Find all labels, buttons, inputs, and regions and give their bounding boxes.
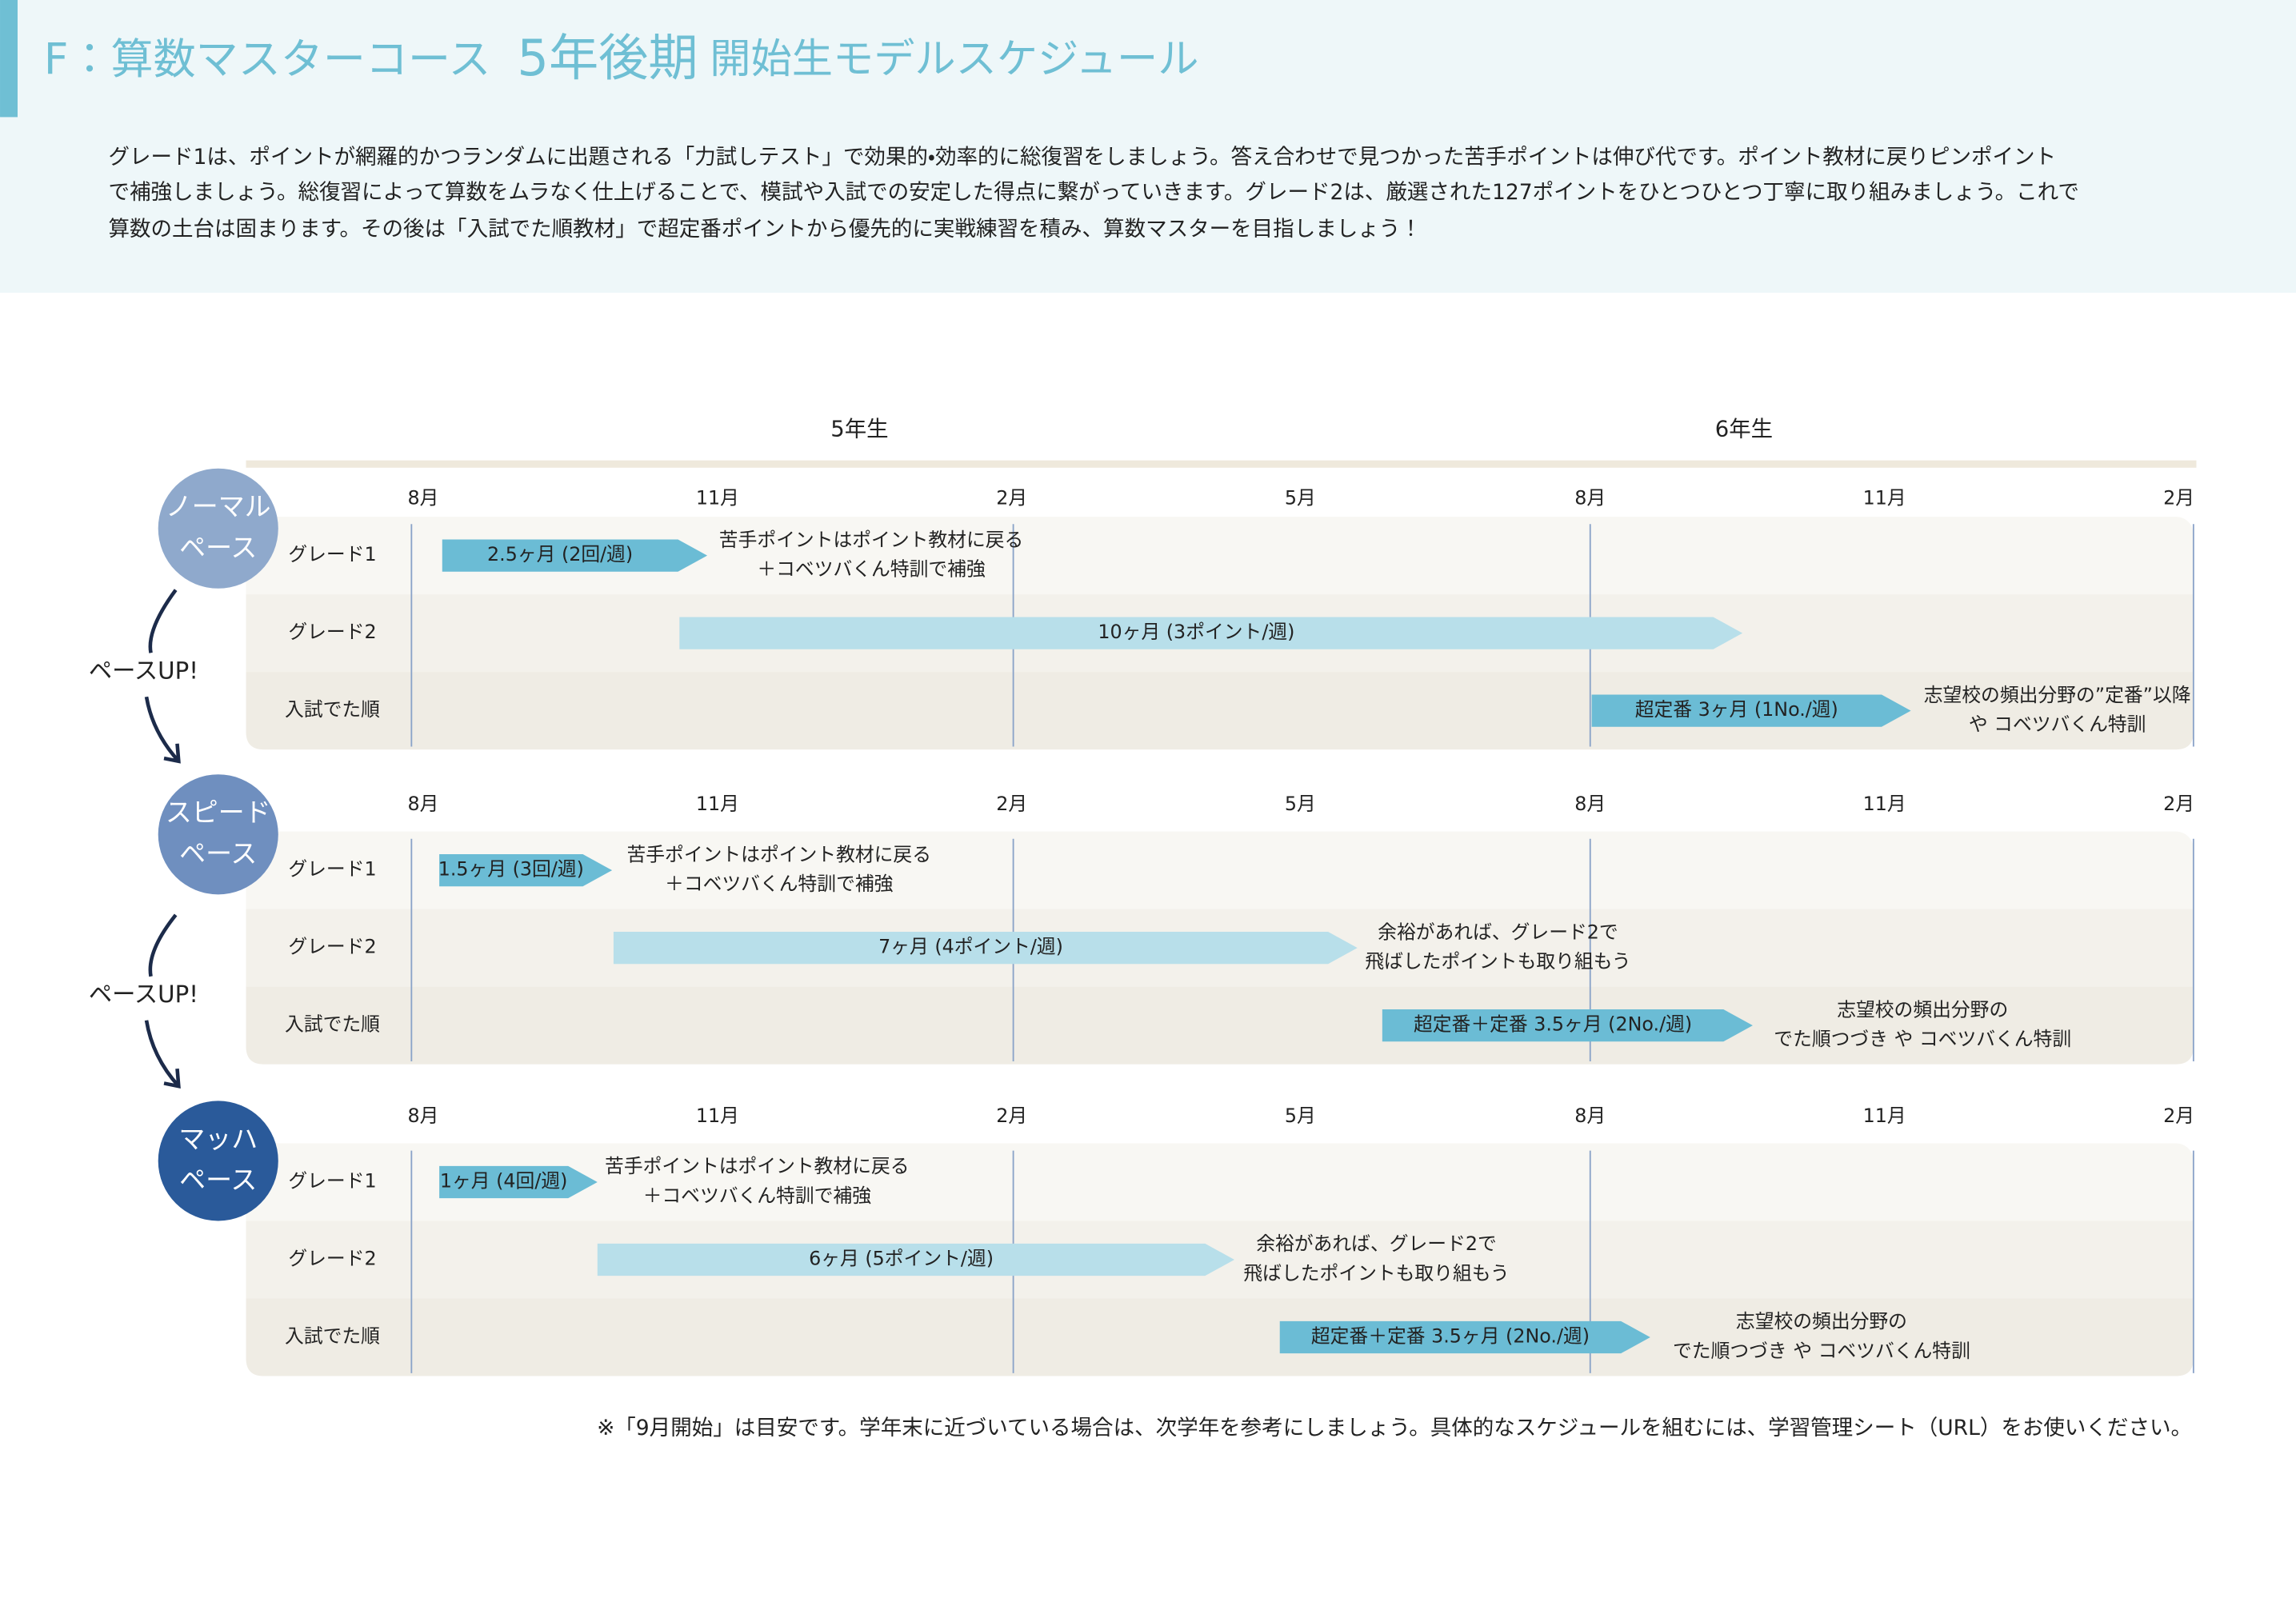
title-main: 5年後期 [517, 29, 698, 87]
header-accent [0, 0, 18, 118]
pace-badge [158, 1101, 278, 1221]
arrow [148, 913, 178, 977]
bar [613, 932, 1358, 965]
pace-label: ペース [179, 532, 257, 563]
month-label: 8月 [1574, 1105, 1606, 1127]
note: ＋コベツバくん特訓で補強 [643, 1185, 872, 1207]
month-label: 8月 [408, 487, 439, 509]
bar [1382, 1009, 1753, 1042]
bar [439, 853, 613, 887]
pace-label: ノーマル [166, 491, 271, 522]
row-label: グレード1 [288, 1169, 376, 1192]
row-label: グレード1 [288, 543, 376, 565]
bar-label: 10ヶ月 (3ポイント/週) [1098, 621, 1294, 643]
arrow [144, 1020, 181, 1089]
bar-label: 1ヶ月 (4回/週) [440, 1169, 568, 1192]
title-suffix: 開始生モデルスケジュール [710, 35, 1198, 83]
month-label: 5月 [1285, 793, 1316, 815]
row-bg [246, 1298, 2194, 1376]
month-label: 2月 [996, 1105, 1027, 1127]
note: 苦手ポイントはポイント教材に戻る [605, 1155, 910, 1177]
bar-label: 超定番＋定番 3.5ヶ月 (2No./週) [1414, 1013, 1692, 1036]
footnote: ※「9月開始」は目安です。学年末に近づいている場合は、次学年を参考にしましょう。… [597, 1416, 2192, 1440]
row-label: 入試でた順 [285, 1013, 380, 1036]
note: 志望校の頻出分野の”定番”以降 [1924, 684, 2191, 706]
month-label: 8月 [408, 1105, 439, 1127]
bar-label: 2.5ヶ月 (2回/週) [487, 543, 633, 565]
title: F：算数マスターコース 5年後期 開始生モデルスケジュール [44, 29, 1199, 87]
header-bg [0, 0, 2296, 294]
bar [597, 1243, 1234, 1276]
month-label: 8月 [1574, 793, 1606, 815]
title-prefix: F：算数マスターコース [44, 34, 491, 84]
pace-badge [158, 774, 278, 895]
bar [442, 539, 708, 572]
pace-label: マッハ [178, 1123, 258, 1154]
month-label: 11月 [1863, 487, 1906, 509]
pace-label: スピード [166, 797, 271, 828]
description: グレード1は、ポイントが網羅的かつランダムに出題される「力試しテスト」で効果的・… [108, 145, 2056, 170]
year-label: 6年生 [1715, 417, 1773, 442]
bar [1279, 1320, 1650, 1354]
year-label: 5年生 [830, 417, 888, 442]
row-label: 入試でた順 [285, 1325, 380, 1348]
note: ＋コベツバくん特訓で補強 [757, 557, 986, 580]
note: でた順つづき や コベツバくん特訓 [1673, 1340, 1970, 1362]
description: で補強しましょう。総復習によって算数をムラなく仕上げることで、模試や入試での安定… [108, 180, 2078, 205]
description: 算数の土台は固まります。その後は「入試でた順教材」で超定番ポイントから優先的に実… [108, 217, 1421, 242]
bar [1591, 694, 1911, 727]
month-label: 11月 [696, 1105, 739, 1127]
month-label: 2月 [2163, 487, 2194, 509]
pace-label: ペース [179, 837, 257, 869]
row-bg [246, 986, 2194, 1065]
arrow [148, 589, 178, 653]
note: でた順つづき や コベツバくん特訓 [1774, 1028, 2071, 1050]
bar-label: 1.5ヶ月 (3回/週) [438, 858, 584, 881]
month-label: 11月 [1863, 1105, 1906, 1127]
row-label: グレード2 [288, 1247, 376, 1269]
bar-label: 超定番＋定番 3.5ヶ月 (2No./週) [1311, 1325, 1590, 1348]
note: 飛ばしたポイントも取り組もう [1365, 950, 1630, 973]
row-label: グレード2 [288, 621, 376, 643]
note: や コベツバくん特訓 [1969, 713, 2146, 735]
pace-label: ペース [179, 1165, 257, 1196]
pace-up: ペースUP! [89, 981, 198, 1008]
note: ＋コベツバくん特訓で補強 [665, 873, 894, 895]
month-label: 11月 [1863, 793, 1906, 815]
bar [679, 617, 1743, 649]
row-label: 入試でた順 [285, 698, 380, 721]
month-label: 11月 [696, 487, 739, 509]
month-label: 8月 [1574, 487, 1606, 509]
arrow [144, 696, 181, 764]
month-label: 2月 [2163, 1105, 2194, 1127]
bar-label: 7ヶ月 (4ポイント/週) [878, 936, 1063, 958]
note: 余裕があれば、グレード2で [1378, 921, 1618, 943]
note: 苦手ポイントはポイント教材に戻る [627, 843, 932, 865]
row-label: グレード2 [288, 936, 376, 958]
bar-label: 超定番 3ヶ月 (1No./週) [1635, 698, 1838, 721]
bar-label: 6ヶ月 (5ポイント/週) [809, 1247, 994, 1269]
month-label: 5月 [1285, 487, 1316, 509]
note: 志望校の頻出分野の [1736, 1310, 1907, 1332]
row-label: グレード1 [288, 858, 376, 881]
row-bg [246, 672, 2194, 750]
month-label: 5月 [1285, 1105, 1316, 1127]
month-label: 2月 [996, 487, 1027, 509]
note: 苦手ポイントはポイント教材に戻る [719, 529, 1024, 551]
note: 志望校の頻出分野の [1837, 998, 2008, 1021]
month-label: 8月 [408, 793, 439, 815]
month-label: 11月 [696, 793, 739, 815]
pace-badge [158, 468, 278, 589]
month-label: 2月 [996, 793, 1027, 815]
month-label: 2月 [2163, 793, 2194, 815]
note: 飛ばしたポイントも取り組もう [1243, 1262, 1509, 1284]
note: 余裕があれば、グレード2で [1256, 1232, 1497, 1255]
pace-up: ペースUP! [89, 657, 198, 685]
bar [439, 1165, 598, 1199]
